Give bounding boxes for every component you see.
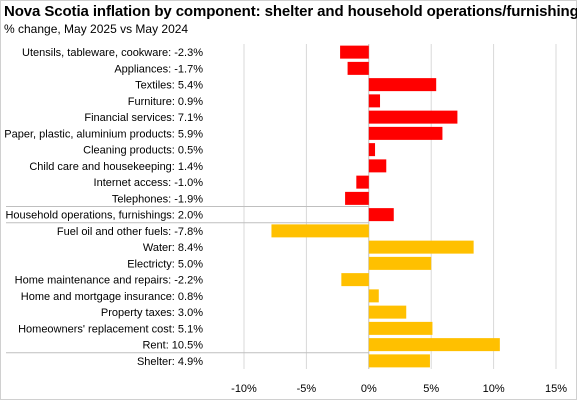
bar [368, 338, 500, 352]
bar [368, 305, 407, 319]
category-label: Fuel oil and other fuels: -7.8% [57, 226, 203, 238]
bar [347, 61, 369, 75]
category-label: Furniture: 0.9% [128, 96, 203, 108]
bar [271, 224, 369, 238]
category-label: Telephones: -1.9% [112, 193, 203, 205]
category-label: Water: 8.4% [143, 242, 203, 254]
bar [368, 289, 379, 303]
bar [345, 191, 369, 205]
category-label: Rent: 10.5% [142, 340, 203, 352]
category-label: Household operations, furnishings: 2.0% [5, 210, 203, 222]
category-label: Child care and housekeeping: 1.4% [29, 161, 203, 173]
category-label: Internet access: -1.0% [94, 177, 204, 189]
category-label: Homeowners' replacement cost: 5.1% [18, 323, 203, 335]
bar [368, 240, 474, 254]
x-tick-label: 15% [545, 383, 567, 395]
bar [368, 126, 443, 140]
bar [368, 94, 381, 108]
category-label: Textiles: 5.4% [135, 80, 203, 92]
category-label: Property taxes: 3.0% [101, 307, 203, 319]
category-label: Electricty: 5.0% [127, 258, 203, 270]
category-label: Appliances: -1.7% [114, 63, 203, 75]
bar [368, 354, 430, 368]
x-tick-label: -5% [297, 383, 317, 395]
bar [341, 273, 369, 287]
x-tick-label: -10% [231, 383, 257, 395]
category-label: Financial services: 7.1% [84, 112, 203, 124]
bar [368, 321, 433, 335]
category-label: Home maintenance and repairs: -2.2% [15, 275, 204, 287]
x-tick-label: 5% [423, 383, 439, 395]
category-label: Cleaning products: 0.5% [83, 145, 203, 157]
category-label: Paper, plastic, aluminium products: 5.9% [4, 128, 203, 140]
category-label: Utensils, tableware, cookware: -2.3% [22, 47, 203, 59]
bar [340, 45, 369, 59]
bar [356, 175, 369, 189]
bar [368, 256, 432, 270]
x-tick-label: 10% [483, 383, 505, 395]
x-tick-label: 0% [361, 383, 377, 395]
chart-title: Nova Scotia inflation by component: shel… [4, 3, 577, 20]
bar [368, 208, 394, 222]
category-label: Shelter: 4.9% [137, 356, 203, 368]
bar [368, 110, 458, 124]
bar [368, 143, 376, 157]
bar [368, 159, 387, 173]
bar [368, 78, 437, 92]
category-label: Home and mortgage insurance: 0.8% [21, 291, 203, 303]
chart-subtitle: % change, May 2025 vs May 2024 [4, 22, 189, 36]
